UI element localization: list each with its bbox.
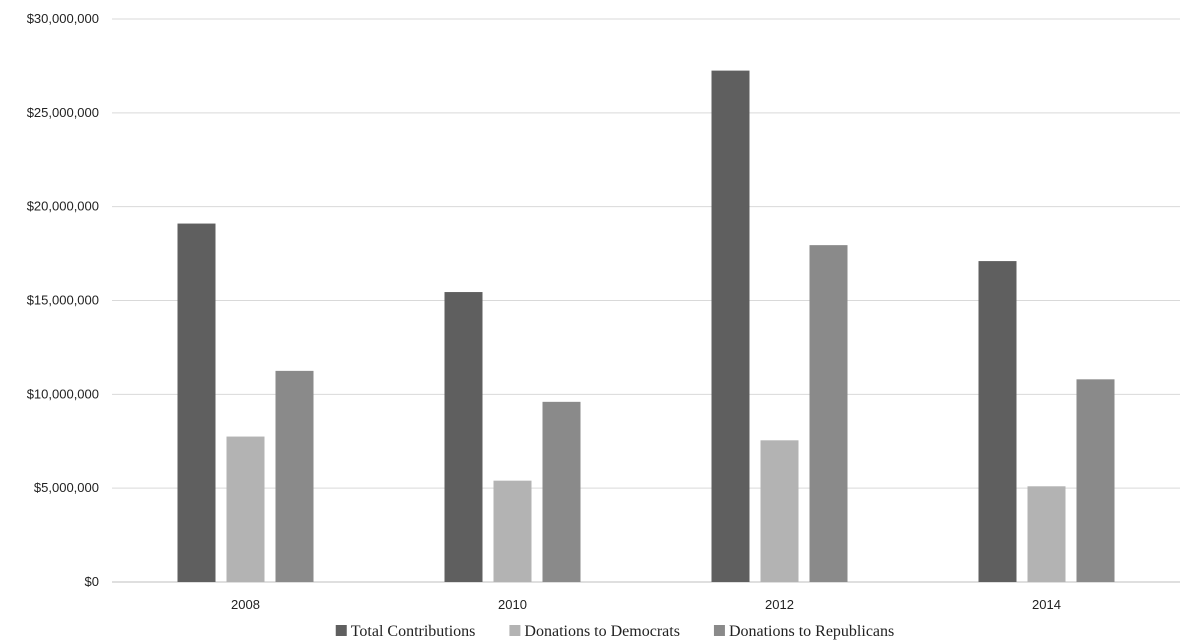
- bar-donations-to-republicans-2008: [275, 370, 314, 582]
- y-tick-label: $20,000,000: [27, 199, 99, 214]
- legend-label: Donations to Republicans: [729, 623, 894, 640]
- gridlines: [112, 18, 1180, 583]
- bar-donations-to-democrats-2014: [1027, 486, 1066, 582]
- bar-total-contributions-2010: [444, 292, 483, 582]
- legend-swatch: [713, 625, 725, 636]
- y-tick-label: $25,000,000: [27, 105, 99, 120]
- legend-label: Donations to Democrats: [524, 623, 680, 640]
- legend-item: Total Contributions: [335, 623, 476, 640]
- y-tick-label: $30,000,000: [27, 11, 99, 26]
- x-tick-label: 2012: [765, 597, 794, 612]
- x-axis-tick-labels: 2008 2010 2012 2014: [231, 597, 1061, 612]
- legend: Total Contributions Donations to Democrat…: [335, 623, 894, 640]
- bar-total-contributions-2014: [978, 261, 1017, 582]
- legend-item: Donations to Democrats: [509, 623, 680, 640]
- y-tick-label: $15,000,000: [27, 293, 99, 308]
- bar-donations-to-democrats-2012: [760, 440, 799, 582]
- legend-item: Donations to Republicans: [713, 623, 894, 640]
- bars: [177, 70, 1115, 582]
- y-tick-label: $0: [85, 574, 99, 589]
- legend-label: Total Contributions: [351, 623, 476, 640]
- bar-donations-to-democrats-2008: [226, 436, 265, 582]
- x-tick-label: 2014: [1032, 597, 1061, 612]
- bar-donations-to-republicans-2014: [1076, 379, 1115, 582]
- legend-swatch: [335, 625, 347, 636]
- y-tick-label: $10,000,000: [27, 386, 99, 401]
- bar-total-contributions-2008: [177, 223, 216, 582]
- y-axis-tick-labels: $0 $5,000,000 $10,000,000 $15,000,000 $20,00…: [27, 11, 99, 589]
- bar-total-contributions-2012: [711, 70, 750, 582]
- bar-donations-to-republicans-2012: [809, 245, 848, 582]
- bar-donations-to-democrats-2010: [493, 480, 532, 582]
- bar-donations-to-republicans-2010: [542, 401, 581, 582]
- x-tick-label: 2010: [498, 597, 527, 612]
- legend-swatch: [509, 625, 521, 636]
- y-tick-label: $5,000,000: [34, 480, 99, 495]
- x-tick-label: 2008: [231, 597, 260, 612]
